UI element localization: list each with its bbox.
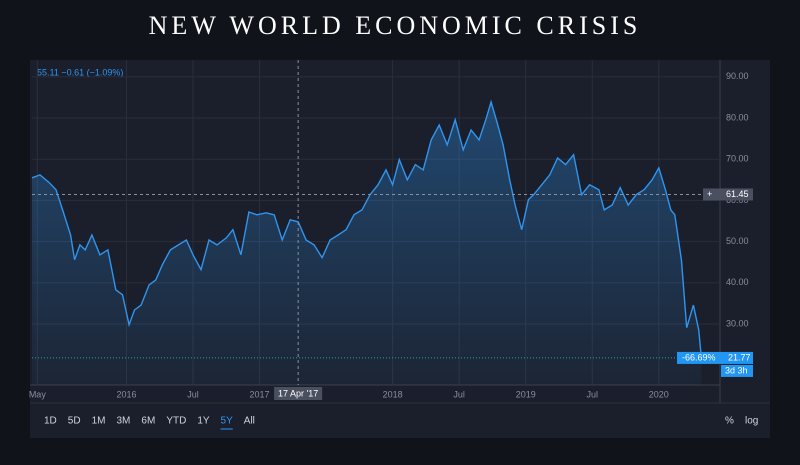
countdown-label: 3d 3h (725, 365, 748, 375)
timeframe-button[interactable]: 1M (92, 416, 106, 427)
chart-title: NEW WORLD ECONOMIC CRISIS (149, 11, 642, 40)
timeframe-button[interactable]: YTD (166, 416, 186, 427)
price-line (31, 99, 703, 358)
y-tick-label: 70.00 (726, 154, 749, 164)
area-fill (32, 102, 702, 385)
timeframe-button[interactable]: 5Y (221, 416, 234, 427)
x-tick-label: 2017 (250, 389, 270, 399)
x-tick-label: 2019 (516, 389, 536, 399)
timeframe-button[interactable]: 1D (44, 416, 57, 427)
x-tick-label: 2018 (383, 389, 403, 399)
x-tick-label: 2016 (116, 389, 136, 399)
timeframe-button[interactable]: All (244, 416, 255, 427)
y-tick-label: 40.00 (726, 277, 749, 287)
timeframe-button[interactable]: 6M (141, 416, 155, 427)
x-tick-label: May (29, 389, 47, 399)
x-tick-label: Jul (453, 389, 465, 399)
x-tick-label: Jul (187, 389, 199, 399)
last-price-label: 21.77 (728, 352, 751, 362)
plus-icon: + (707, 189, 712, 199)
crosshair-box (274, 387, 323, 400)
crosshair-label: 17 Apr '17 (278, 388, 318, 398)
header-text: 55.11 −0.61 (−1.09%) (37, 67, 123, 77)
last-price-box (677, 351, 753, 364)
y-tick-label: 50.00 (726, 236, 749, 246)
reference-box (703, 188, 753, 201)
timeframe-button[interactable]: 5D (68, 416, 81, 427)
y-tick-label: 90.00 (726, 71, 749, 81)
x-tick-label: Jul (586, 389, 598, 399)
timeframe-button[interactable]: 1Y (197, 416, 210, 427)
scale-button[interactable]: % (725, 416, 734, 427)
reference-label: 61.45 (726, 189, 749, 199)
y-tick-label: 30.00 (726, 318, 749, 328)
scale-button[interactable]: log (745, 416, 758, 427)
countdown-box (721, 364, 753, 377)
y-tick-label: 80.00 (726, 112, 749, 122)
x-tick-label: 2020 (649, 389, 669, 399)
change-label: -66.69% (682, 352, 716, 362)
timeframe-button[interactable]: 3M (117, 416, 131, 427)
